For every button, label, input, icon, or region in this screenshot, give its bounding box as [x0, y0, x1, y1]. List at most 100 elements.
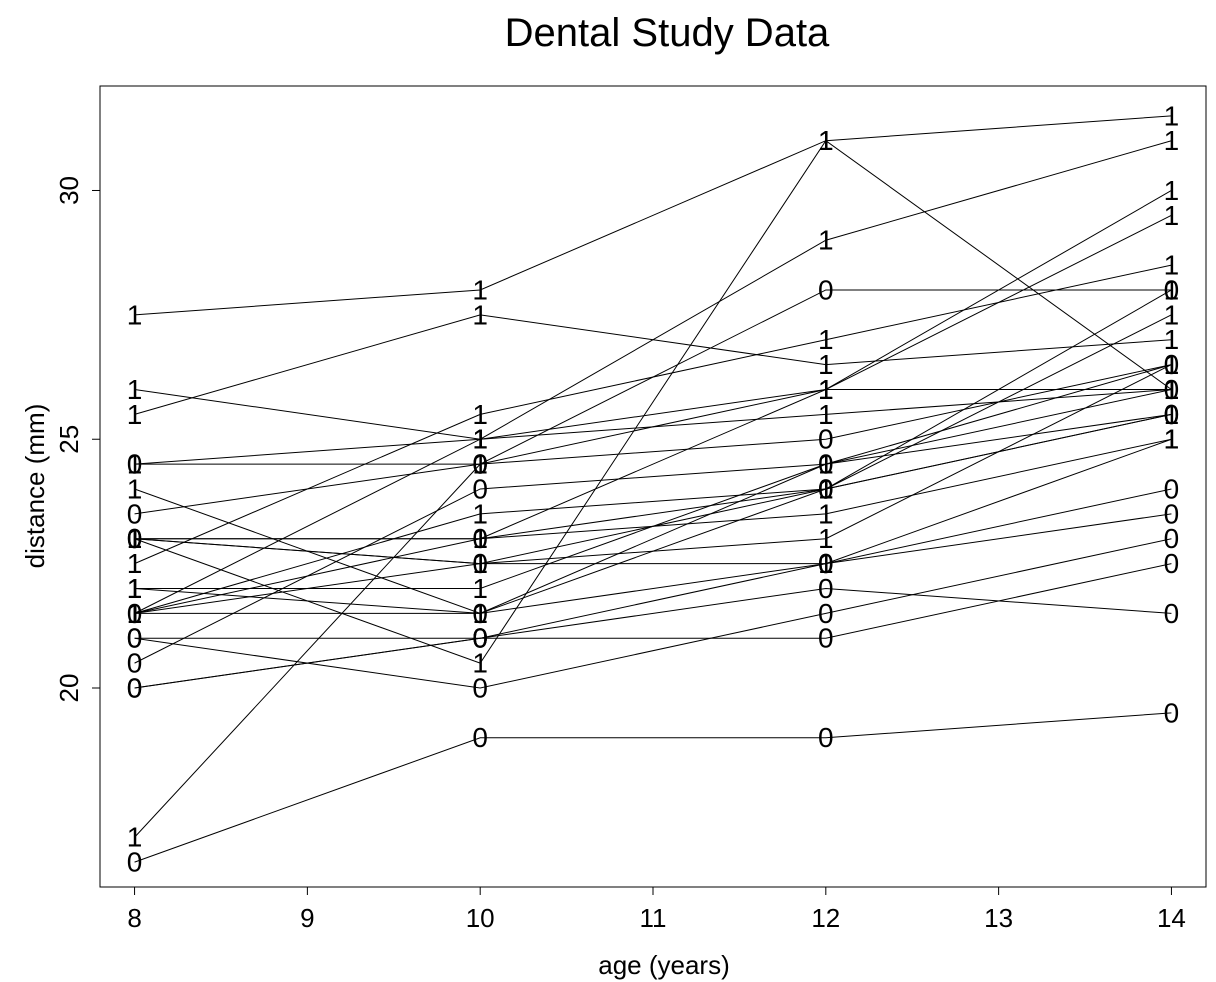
- point-marker: 1: [472, 399, 488, 430]
- point-marker: 0: [818, 274, 834, 305]
- subject-line-1: [134, 115, 1172, 316]
- point-marker: 1: [472, 648, 488, 679]
- point-marker: 0: [818, 449, 834, 480]
- point-marker: 1: [1164, 349, 1180, 380]
- point-marker: 1: [818, 449, 834, 480]
- point-marker: 1: [127, 598, 143, 629]
- point-marker: 1: [818, 374, 834, 405]
- subject-line-18: [134, 364, 1172, 515]
- point-marker: 1: [818, 374, 834, 405]
- point-marker: 1: [818, 324, 834, 355]
- point-marker: 0: [127, 449, 143, 480]
- point-marker: 0: [472, 623, 488, 654]
- subject-line-17: [134, 289, 1172, 465]
- subject-line-27: [134, 488, 1172, 565]
- point-marker: 1: [127, 548, 143, 579]
- point-marker: 1: [818, 473, 834, 504]
- point-marker: 1: [472, 424, 488, 455]
- point-marker: 0: [127, 672, 143, 703]
- point-marker: 0: [472, 623, 488, 654]
- x-tick-label: 10: [466, 903, 495, 933]
- x-tick-label: 11: [640, 903, 667, 933]
- point-marker: 1: [127, 573, 143, 604]
- point-marker: 0: [472, 623, 488, 654]
- point-marker: 1: [1164, 399, 1180, 430]
- point-marker: 1: [818, 548, 834, 579]
- point-marker: 0: [818, 473, 834, 504]
- point-marker: 1: [127, 299, 143, 330]
- point-marker: 1: [818, 449, 834, 480]
- y-tick-label: 20: [54, 674, 84, 703]
- point-marker: 1: [472, 598, 488, 629]
- point-marker: 1: [818, 523, 834, 554]
- point-marker: 1: [1164, 374, 1180, 405]
- point-marker: 1: [1164, 274, 1180, 305]
- point-marker: 1: [818, 125, 834, 156]
- point-marker: 0: [127, 847, 143, 878]
- point-marker: 1: [1164, 374, 1180, 405]
- point-marker: 0: [818, 722, 834, 753]
- point-marker: 1: [1164, 374, 1180, 405]
- point-marker: 1: [472, 548, 488, 579]
- point-marker: 0: [472, 449, 488, 480]
- point-marker: 1: [1164, 100, 1180, 131]
- y-tick-label: 30: [54, 176, 84, 205]
- subject-line-20: [134, 388, 1172, 664]
- point-marker: 1: [127, 523, 143, 554]
- point-marker: 0: [472, 722, 488, 753]
- point-marker: 1: [1164, 175, 1180, 206]
- point-marker: 1: [127, 523, 143, 554]
- point-marker: 0: [1164, 274, 1180, 305]
- point-marker: 1: [818, 349, 834, 380]
- point-marker: 1: [1164, 424, 1180, 455]
- point-marker: 0: [818, 598, 834, 629]
- point-marker: 0: [1164, 399, 1180, 430]
- point-marker: 1: [1164, 424, 1180, 455]
- point-marker: 1: [127, 523, 143, 554]
- point-marker: 1: [818, 125, 834, 156]
- chart-title: Dental Study Data: [505, 11, 830, 55]
- point-marker: 1: [127, 449, 143, 480]
- x-tick-label: 12: [811, 903, 840, 933]
- x-tick-label: 14: [1157, 903, 1186, 933]
- point-marker: 0: [127, 623, 143, 654]
- point-marker: 0: [127, 648, 143, 679]
- point-marker: 1: [1164, 250, 1180, 281]
- point-marker: 1: [1164, 349, 1180, 380]
- point-marker: 0: [127, 523, 143, 554]
- y-tick-label: 25: [54, 425, 84, 454]
- point-marker: 0: [818, 548, 834, 579]
- x-axis: 8 9 10 11 12 13 14: [127, 887, 1186, 933]
- point-marker: 1: [127, 473, 143, 504]
- x-tick-label: 9: [300, 903, 314, 933]
- subject-line-12: [134, 438, 1172, 540]
- point-marker: 0: [1164, 548, 1180, 579]
- x-tick-label: 13: [984, 903, 1013, 933]
- point-marker: 1: [1164, 200, 1180, 231]
- point-marker: 1: [1164, 324, 1180, 355]
- point-marker: 0: [1164, 473, 1180, 504]
- point-marker: 0: [1164, 498, 1180, 529]
- x-axis-label: age (years): [598, 950, 730, 980]
- point-marker: 1: [472, 598, 488, 629]
- subject-line-24: [134, 413, 1172, 614]
- point-marker: 0: [472, 523, 488, 554]
- point-marker: 1: [1164, 299, 1180, 330]
- point-marker: 1: [818, 374, 834, 405]
- point-marker: 0: [1164, 374, 1180, 405]
- point-marker: 1: [127, 399, 143, 430]
- y-axis-label: distance (mm): [20, 404, 50, 569]
- point-marker: 1: [818, 498, 834, 529]
- point-marker: 0: [818, 424, 834, 455]
- point-marker: 1: [127, 598, 143, 629]
- point-marker: 0: [127, 523, 143, 554]
- point-marker: 0: [1164, 399, 1180, 430]
- point-marker: 0: [472, 473, 488, 504]
- point-marker: 1: [818, 225, 834, 256]
- point-marker: 0: [1164, 598, 1180, 629]
- point-marker: 1: [127, 822, 143, 853]
- point-marker: 0: [127, 598, 143, 629]
- point-marker: 0: [472, 672, 488, 703]
- point-marker: 1: [818, 473, 834, 504]
- point-marker: 1: [472, 523, 488, 554]
